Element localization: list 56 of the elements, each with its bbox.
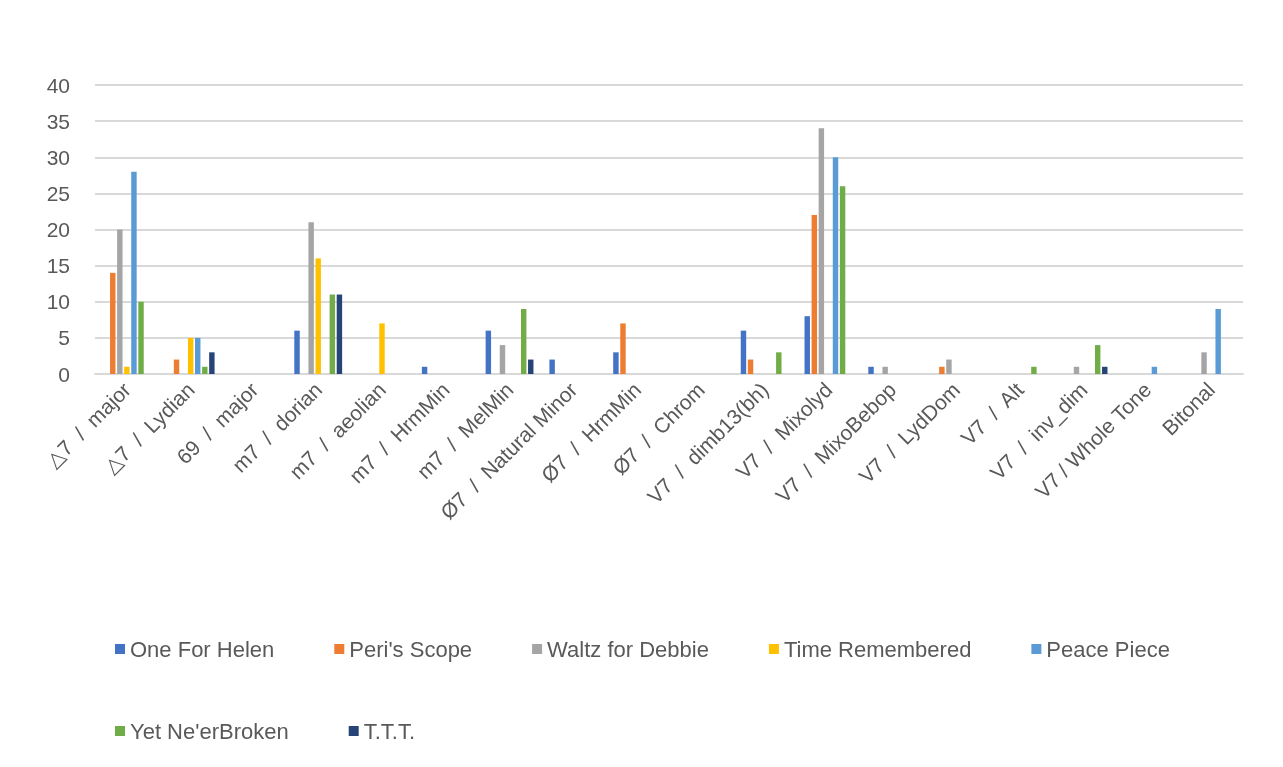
bar: [315, 258, 321, 374]
bar: [818, 128, 825, 374]
bar: [549, 359, 555, 374]
bar: [485, 330, 492, 374]
bar: [832, 157, 839, 374]
legend-label: Yet Ne'erBroken: [130, 718, 289, 744]
bar: [209, 352, 215, 374]
y-tick-label: 5: [58, 326, 70, 350]
bar: [1073, 366, 1080, 374]
bar: [882, 366, 888, 374]
bar: [294, 330, 300, 374]
bar: [1151, 366, 1158, 374]
bar: [336, 294, 343, 374]
legend-label: Waltz for Debbie: [547, 636, 709, 662]
bar: [804, 316, 810, 374]
bar: [195, 337, 201, 374]
bar: [520, 308, 527, 374]
bar: [308, 222, 314, 374]
bar: [811, 215, 818, 374]
bar: [379, 323, 385, 374]
bar: [613, 352, 619, 374]
bar: [1102, 366, 1108, 374]
bar: [202, 366, 208, 374]
bar: [740, 330, 747, 374]
bar: [1215, 308, 1221, 374]
legend-label: Peace Piece: [1046, 636, 1170, 662]
y-tick-label: 30: [46, 145, 70, 169]
bar: [1031, 366, 1037, 374]
bar: [939, 366, 945, 374]
y-tick-label: 0: [58, 362, 70, 386]
bar: [110, 272, 116, 374]
y-tick-label: 25: [46, 181, 70, 205]
bar: [1094, 345, 1101, 374]
legend-label: Peri's Scope: [349, 636, 473, 662]
bar: [946, 359, 952, 374]
bar: [124, 366, 130, 374]
bar: [1201, 352, 1207, 374]
bar: [499, 345, 506, 374]
legend-label: T.T.T.: [363, 718, 416, 744]
y-tick-label: 40: [46, 73, 70, 97]
bar: [117, 229, 123, 374]
legend-label: Time Remembered: [783, 636, 972, 662]
bar: [329, 294, 336, 374]
bar: [421, 366, 428, 374]
bar: [620, 323, 626, 374]
y-tick-label: 20: [46, 218, 70, 241]
bar: [131, 171, 137, 374]
bar: [776, 352, 782, 374]
legend-label: One For Helen: [130, 636, 275, 662]
y-tick-label: 15: [46, 254, 70, 278]
y-tick-label: 10: [46, 290, 70, 314]
bar: [187, 337, 194, 374]
bar: [138, 301, 144, 374]
y-tick-label: 35: [46, 109, 70, 133]
bar: [839, 186, 846, 374]
bar: [868, 366, 874, 374]
